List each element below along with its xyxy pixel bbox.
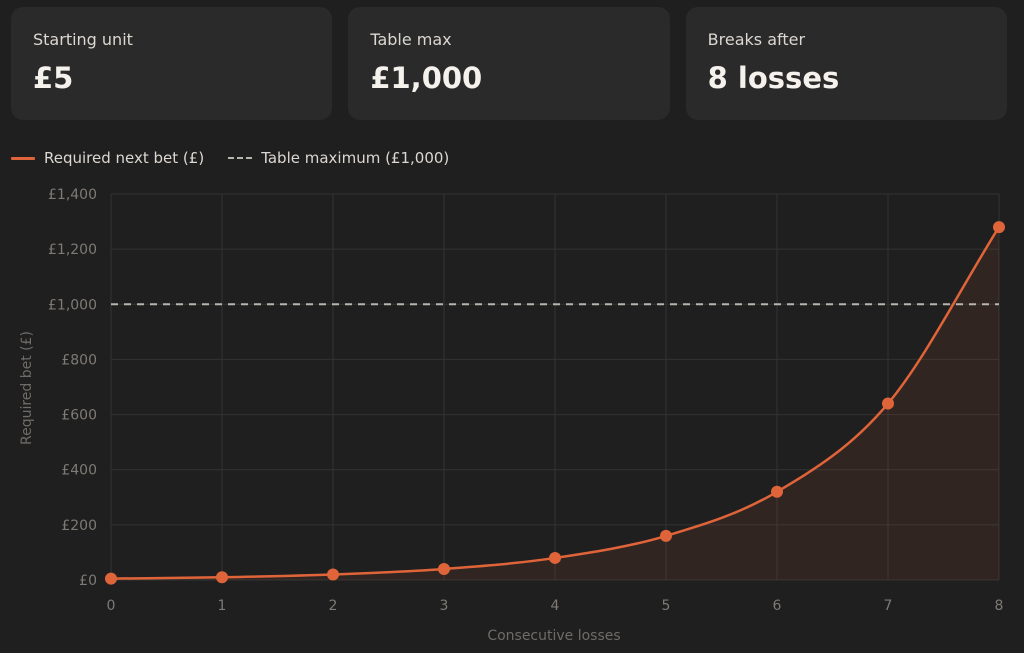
y-axis-title: Required bet (£) (19, 331, 35, 445)
legend-label: Table maximum (£1,000) (261, 149, 450, 167)
x-tick-label: 2 (329, 598, 338, 614)
card-value: £1,000 (370, 61, 483, 95)
data-point[interactable] (216, 571, 228, 584)
data-point[interactable] (105, 572, 117, 585)
x-axis-title: Consecutive losses (487, 628, 620, 644)
legend-swatch-line (11, 156, 35, 160)
x-tick-label: 5 (662, 598, 671, 614)
y-tick-label: £600 (61, 408, 97, 424)
legend-label: Required next bet (£) (44, 149, 205, 167)
card-table-max: Table max £1,000 (348, 7, 670, 120)
line-chart: £0 £200 £400 £600 £800 £1,000 £1,200 £1,400 0 1 2 3… (19, 187, 1005, 644)
legend-item-required-bet[interactable]: Required next bet (£) (11, 149, 204, 167)
data-point[interactable] (438, 562, 450, 575)
legend-swatch-dashed (228, 157, 253, 159)
x-tick-label: 7 (884, 598, 893, 614)
y-tick-label: £800 (61, 352, 97, 368)
data-point[interactable] (660, 529, 672, 542)
stat-cards: Starting unit £5 Table max £1,000 Breaks… (11, 7, 1007, 120)
x-tick-label: 8 (995, 598, 1004, 614)
y-tick-label: £1,400 (48, 187, 97, 203)
x-tick-label: 3 (440, 598, 449, 614)
card-label: Table max (370, 30, 452, 49)
chart-legend: Required next bet (£) Table maximum (£1,… (11, 146, 473, 170)
y-tick-label: £1,200 (48, 242, 97, 258)
card-breaks-after: Breaks after 8 losses (685, 7, 1007, 120)
card-value: £5 (33, 61, 74, 95)
y-tick-label: £400 (61, 463, 97, 479)
data-point[interactable] (771, 485, 783, 498)
data-point[interactable] (882, 397, 894, 410)
card-label: Breaks after (707, 30, 806, 49)
card-value: 8 losses (707, 61, 840, 95)
data-point[interactable] (993, 221, 1005, 234)
data-point[interactable] (549, 551, 561, 564)
data-point[interactable] (327, 568, 339, 581)
x-tick-label: 0 (107, 598, 116, 614)
card-starting-unit: Starting unit £5 (11, 7, 333, 120)
y-tick-label: £0 (79, 573, 97, 589)
x-tick-label: 1 (218, 598, 227, 614)
y-tick-label: £1,000 (48, 297, 97, 313)
x-tick-label: 6 (773, 598, 782, 614)
y-tick-label: £200 (61, 518, 97, 534)
legend-item-table-max[interactable]: Table maximum (£1,000) (228, 149, 449, 167)
x-tick-label: 4 (551, 598, 560, 614)
card-label: Starting unit (33, 30, 133, 49)
